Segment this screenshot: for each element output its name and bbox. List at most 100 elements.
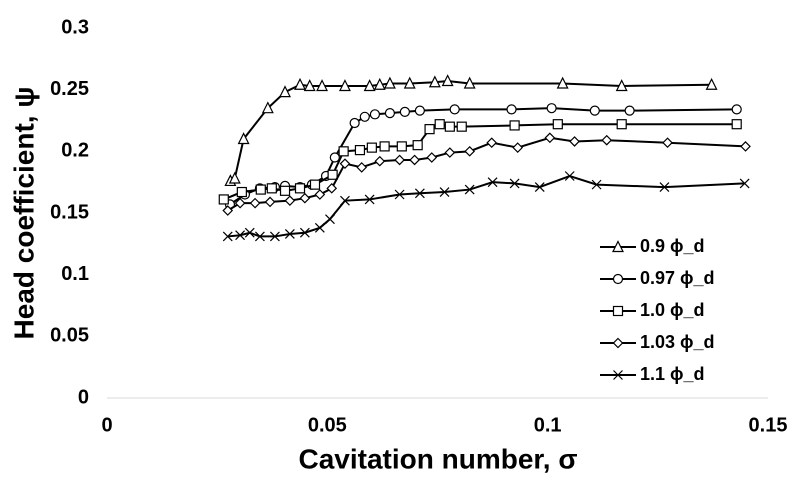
marker bbox=[546, 103, 557, 114]
marker bbox=[264, 196, 276, 208]
y-tick-label: 0.1 bbox=[61, 263, 89, 285]
marker bbox=[434, 119, 445, 130]
marker bbox=[339, 158, 351, 170]
marker bbox=[294, 183, 306, 194]
marker bbox=[740, 141, 751, 152]
marker bbox=[449, 104, 460, 115]
marker bbox=[235, 230, 246, 241]
marker bbox=[409, 154, 420, 166]
x-tick-label: 0 bbox=[101, 414, 112, 436]
marker bbox=[384, 107, 396, 119]
marker bbox=[705, 77, 718, 90]
marker bbox=[424, 124, 435, 135]
marker bbox=[624, 105, 635, 116]
marker bbox=[363, 79, 376, 92]
marker bbox=[218, 194, 229, 205]
marker bbox=[456, 121, 467, 132]
marker bbox=[428, 75, 441, 88]
marker bbox=[269, 231, 280, 242]
marker bbox=[249, 197, 261, 209]
marker bbox=[731, 104, 742, 115]
marker bbox=[359, 111, 370, 122]
marker bbox=[739, 178, 750, 189]
y-tick-label: 0.05 bbox=[50, 325, 89, 347]
marker bbox=[279, 85, 291, 98]
marker bbox=[236, 186, 247, 198]
marker bbox=[464, 184, 475, 195]
marker bbox=[394, 154, 405, 166]
marker bbox=[615, 79, 628, 92]
x-tick-label: 0.1 bbox=[534, 414, 562, 436]
marker bbox=[314, 189, 326, 200]
marker bbox=[414, 105, 425, 116]
marker bbox=[364, 194, 375, 205]
marker bbox=[569, 136, 580, 147]
marker bbox=[396, 141, 407, 152]
marker bbox=[564, 171, 575, 181]
marker bbox=[544, 132, 556, 144]
marker bbox=[616, 119, 627, 130]
series-line bbox=[229, 80, 712, 182]
marker bbox=[299, 192, 311, 204]
marker bbox=[613, 370, 623, 380]
marker bbox=[412, 140, 423, 151]
marker bbox=[234, 197, 246, 209]
marker bbox=[354, 145, 366, 156]
marker bbox=[255, 184, 266, 195]
marker bbox=[325, 214, 335, 225]
marker bbox=[441, 74, 454, 87]
series-line bbox=[227, 174, 745, 238]
legend-label: 1.1 ϕ_d bbox=[640, 364, 705, 384]
marker bbox=[261, 101, 274, 114]
marker bbox=[439, 187, 450, 197]
legend-label: 1.0 ϕ_d bbox=[640, 300, 705, 320]
x-axis-title: Cavitation number, σ bbox=[299, 443, 578, 474]
marker bbox=[612, 305, 624, 317]
marker bbox=[222, 205, 234, 216]
y-axis-title: Head coefficient, ψ bbox=[8, 87, 39, 340]
marker bbox=[591, 179, 602, 190]
marker bbox=[228, 171, 241, 184]
marker bbox=[299, 227, 310, 238]
marker bbox=[556, 76, 569, 89]
marker bbox=[222, 231, 233, 242]
marker bbox=[266, 183, 277, 194]
marker bbox=[506, 104, 517, 115]
series-line bbox=[223, 123, 737, 201]
y-tick-label: 0.15 bbox=[50, 201, 89, 223]
marker bbox=[509, 120, 520, 131]
marker bbox=[369, 109, 381, 120]
x-tick-label: 0.15 bbox=[749, 414, 788, 436]
marker bbox=[366, 142, 377, 153]
marker bbox=[254, 231, 265, 242]
marker bbox=[601, 134, 613, 146]
marker bbox=[349, 117, 360, 129]
marker bbox=[326, 182, 338, 194]
marker bbox=[314, 222, 325, 233]
y-tick-label: 0.25 bbox=[50, 78, 89, 100]
marker bbox=[612, 240, 624, 253]
marker bbox=[284, 195, 296, 207]
marker bbox=[279, 185, 291, 196]
marker bbox=[329, 152, 340, 163]
marker bbox=[731, 119, 742, 130]
marker bbox=[294, 77, 306, 90]
marker bbox=[394, 189, 405, 200]
marker bbox=[426, 152, 438, 163]
marker bbox=[512, 142, 524, 153]
y-tick-label: 0 bbox=[78, 386, 89, 408]
marker bbox=[374, 155, 386, 167]
marker bbox=[356, 162, 368, 173]
marker bbox=[552, 119, 563, 130]
marker bbox=[486, 137, 498, 149]
marker bbox=[244, 227, 255, 238]
marker bbox=[463, 76, 476, 89]
x-tick-label: 0.05 bbox=[308, 414, 347, 436]
marker bbox=[403, 76, 416, 89]
marker bbox=[464, 145, 476, 157]
series-line bbox=[229, 107, 737, 206]
marker bbox=[284, 229, 295, 239]
marker bbox=[340, 195, 350, 206]
marker bbox=[327, 169, 338, 180]
